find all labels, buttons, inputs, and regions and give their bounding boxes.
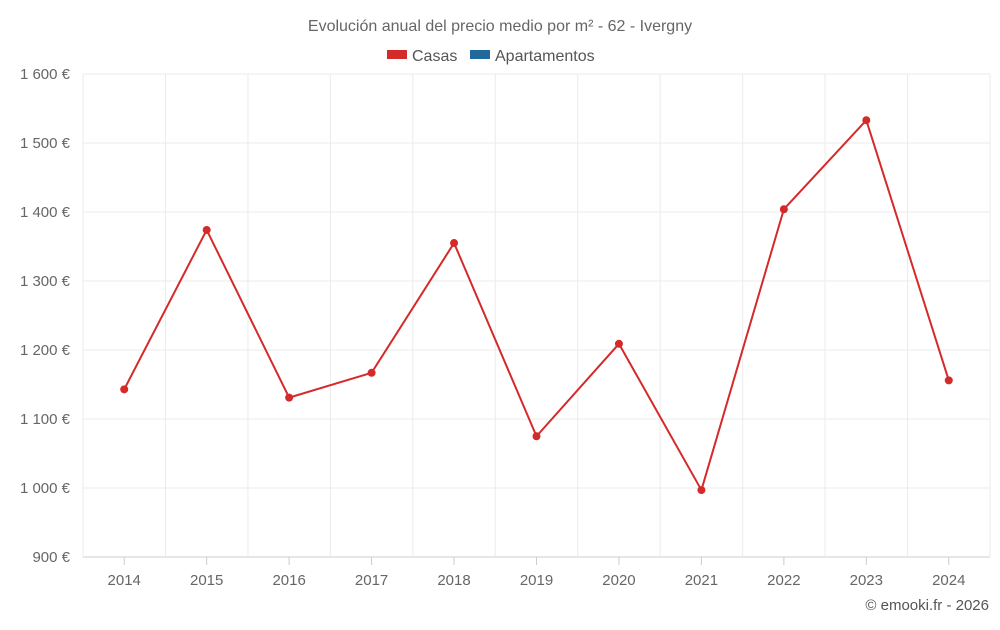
grid (82, 73, 991, 558)
y-tick-label: 1 600 € (20, 66, 71, 83)
y-tick-label: 1 500 € (20, 135, 71, 152)
data-point-casas-2023[interactable] (862, 116, 871, 125)
x-tick-label: 2016 (272, 572, 305, 589)
y-tick-label: 1 400 € (20, 204, 71, 221)
legend-swatch-casas (387, 50, 407, 59)
x-axis: 2014 2015 2016 2017 2018 2019 2020 2021 2022 2023… (108, 557, 965, 589)
legend: Casas Apartamentos (387, 48, 595, 65)
x-tick-label: 2022 (767, 572, 800, 589)
legend-label-casas: Casas (412, 48, 457, 65)
data-point-casas-2014[interactable] (120, 385, 129, 394)
legend-item-casas[interactable]: Casas (387, 48, 457, 65)
data-point-casas-2024[interactable] (944, 376, 953, 385)
data-point-casas-2017[interactable] (367, 368, 376, 377)
x-tick-label: 2020 (602, 572, 635, 589)
y-tick-label: 1 100 € (20, 411, 71, 428)
x-tick-label: 2024 (932, 572, 965, 589)
chart-title: Evolución anual del precio medio por m² … (308, 18, 692, 35)
x-tick-label: 2021 (685, 572, 718, 589)
data-point-casas-2020[interactable] (614, 339, 623, 348)
legend-item-apartamentos[interactable]: Apartamentos (470, 48, 595, 65)
data-point-casas-2021[interactable] (697, 486, 706, 495)
x-tick-label: 2023 (850, 572, 883, 589)
y-tick-label: 1 000 € (20, 480, 71, 497)
y-axis: 900 € 1 000 € 1 100 € 1 200 € 1 300 € 1 400 €… (20, 66, 71, 566)
x-tick-label: 2014 (108, 572, 141, 589)
data-point-casas-2016[interactable] (285, 393, 294, 402)
credit-text: © emooki.fr - 2026 (865, 597, 989, 614)
legend-swatch-apartamentos (470, 50, 490, 59)
y-tick-label: 1 200 € (20, 342, 71, 359)
data-point-casas-2015[interactable] (202, 225, 211, 234)
x-tick-label: 2015 (190, 572, 223, 589)
y-tick-label: 1 300 € (20, 273, 71, 290)
x-tick-label: 2017 (355, 572, 388, 589)
data-point-casas-2022[interactable] (779, 205, 788, 214)
x-tick-label: 2018 (437, 572, 470, 589)
legend-label-apartamentos: Apartamentos (495, 48, 595, 65)
series-casas (120, 116, 953, 495)
data-point-casas-2019[interactable] (532, 432, 541, 441)
x-tick-label: 2019 (520, 572, 553, 589)
y-tick-label: 900 € (32, 549, 70, 566)
data-point-casas-2018[interactable] (450, 239, 459, 248)
